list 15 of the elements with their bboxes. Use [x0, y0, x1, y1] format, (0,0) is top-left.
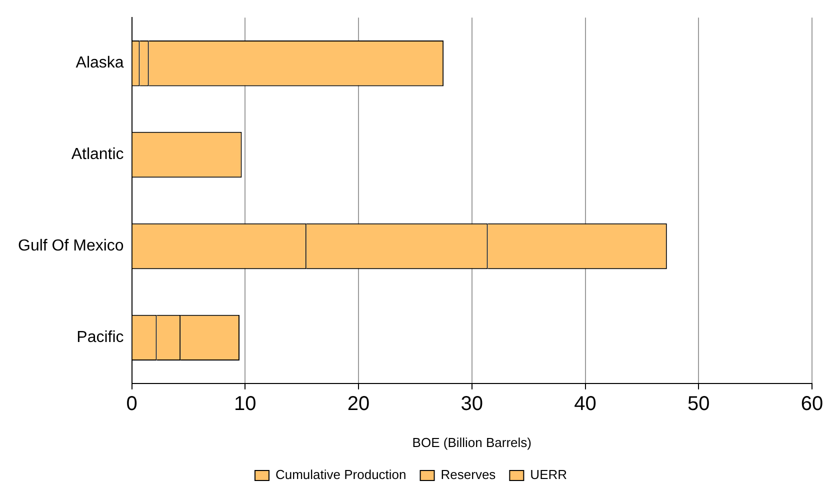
y-tick-label: Alaska [76, 54, 124, 72]
legend-label: Cumulative Production [275, 467, 406, 482]
x-tick-label: 10 [234, 392, 256, 415]
x-tick-label: 20 [347, 392, 370, 415]
y-tick-label: Atlantic [71, 146, 124, 164]
y-tick-label: Pacific [76, 329, 124, 346]
x-tick-label: 50 [688, 392, 710, 415]
x-tick-label: 60 [800, 392, 824, 415]
y-tick-label: Gulf Of Mexico [18, 238, 124, 255]
legend-label: UERR [530, 467, 568, 482]
x-axis-title: BOE (Billion Barrels) [412, 434, 532, 450]
x-tick-label: 40 [574, 392, 596, 415]
x-tick-label: 0 [126, 392, 138, 415]
legend-label: Reserves [440, 467, 496, 482]
x-tick-label: 30 [460, 392, 484, 415]
